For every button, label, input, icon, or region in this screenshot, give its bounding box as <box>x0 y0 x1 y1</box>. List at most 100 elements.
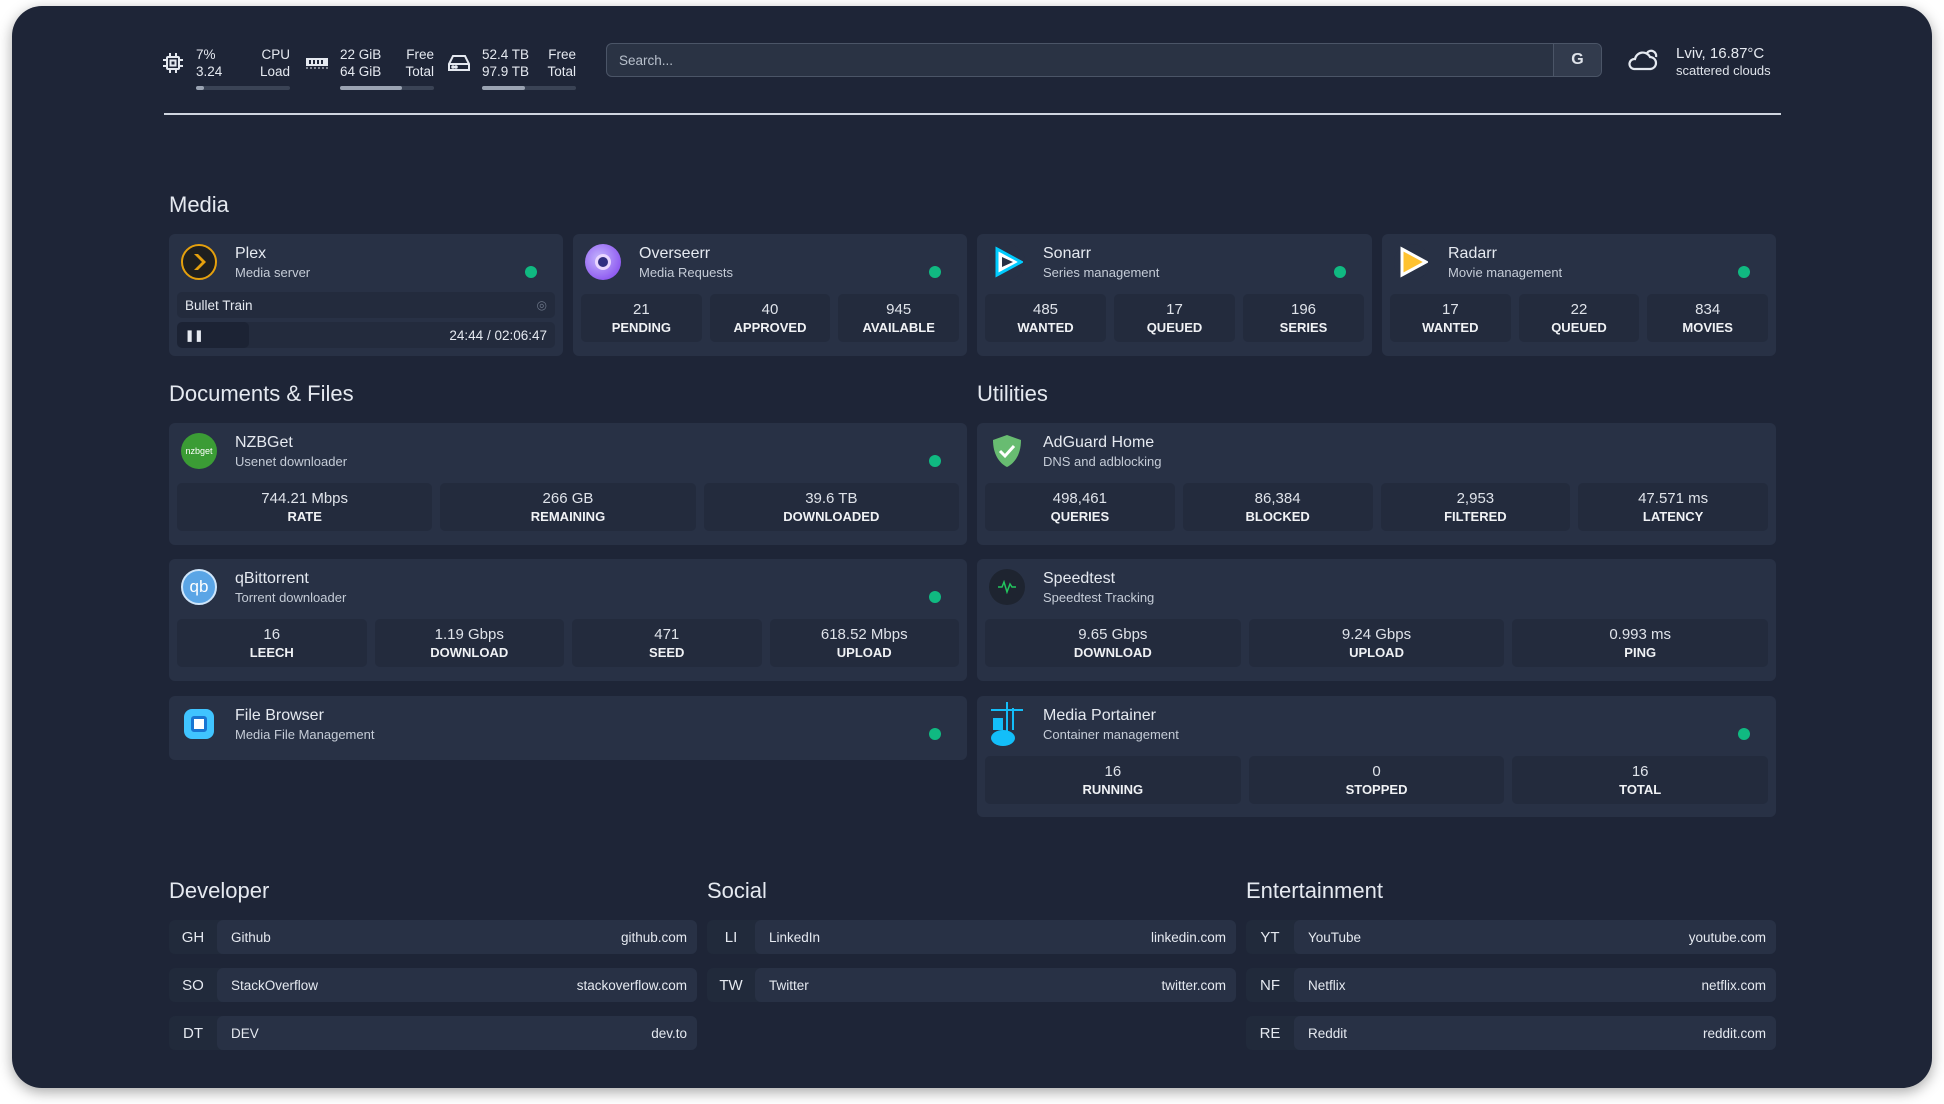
service-description: Media Requests <box>639 265 733 280</box>
playback-time: 24:44 / 02:06:47 <box>449 327 547 343</box>
bookmark-url: youtube.com <box>1688 929 1766 945</box>
stat-blocked: 86,384 BLOCKED <box>1182 483 1373 531</box>
weather-location-temp: Lviv, 16.87°C <box>1676 45 1765 62</box>
cpu-percent: 7% <box>196 47 216 62</box>
stat-value: 196 <box>1290 300 1317 318</box>
stat-label: REMAINING <box>530 508 606 524</box>
cpu-icon <box>160 50 186 76</box>
search-input[interactable] <box>607 52 1553 68</box>
weather-condition: scattered clouds <box>1676 63 1771 78</box>
pause-icon[interactable]: ❚❚ <box>185 329 204 342</box>
radarr-logo-icon <box>1394 244 1448 280</box>
stat-label: DOWNLOAD <box>1073 644 1152 660</box>
bookmark-url: twitter.com <box>1161 977 1226 993</box>
bookmark-netflix[interactable]: NF Netflix netflix.com <box>1246 968 1776 1002</box>
stat-remaining: 266 GB REMAINING <box>440 483 696 531</box>
bookmarks-developer: GH Github github.com SO StackOverflow stackov… <box>169 920 697 1050</box>
stat-approved: 40 APPROVED <box>709 294 831 342</box>
cpu-label: CPU <box>261 47 290 62</box>
nzbget-logo-icon: nzbget <box>181 433 235 469</box>
memory-total: 64 GiB <box>340 64 382 79</box>
service-stats: 16 RUNNING 0 STOPPED 16 TOTAL <box>985 756 1769 804</box>
status-indicator <box>929 455 941 467</box>
total-label: Total <box>547 64 576 79</box>
bookmark-name: Github <box>231 929 271 945</box>
service-description: Speedtest Tracking <box>1043 590 1155 605</box>
bookmark-url: reddit.com <box>1702 1025 1766 1041</box>
service-card-overseerr[interactable]: Overseerr Media Requests 21 PENDING 40 APPROV… <box>573 234 967 356</box>
service-card-radarr[interactable]: Radarr Movie management 17 WANTED 22 QUEUED 83… <box>1382 234 1776 356</box>
overseerr-logo-icon <box>585 244 639 280</box>
service-card-sonarr[interactable]: Sonarr Series management 485 WANTED 17 QUEUED… <box>977 234 1372 356</box>
stat-label: QUERIES <box>1050 508 1110 524</box>
bookmark-twitter[interactable]: TW Twitter twitter.com <box>707 968 1236 1002</box>
service-description: Torrent downloader <box>235 590 347 605</box>
service-card-portainer[interactable]: Media Portainer Container management 16 RUN… <box>977 696 1776 817</box>
stat-value: 47.571 ms <box>1638 489 1709 507</box>
portainer-logo-icon <box>989 702 1043 746</box>
stat-label: TOTAL <box>1619 781 1662 797</box>
stat-label: UPLOAD <box>836 644 892 660</box>
service-stats: 9.65 Gbps DOWNLOAD 9.24 Gbps UPLOAD 0.993 ms… <box>985 619 1769 667</box>
stat-queued: 17 QUEUED <box>1114 294 1235 342</box>
stat-label: PING <box>1624 644 1657 660</box>
disk-icon <box>446 50 472 76</box>
memory-free: 22 GiB <box>340 47 382 62</box>
bookmark-url: stackoverflow.com <box>576 977 687 993</box>
bookmark-abbr: RE <box>1259 1024 1281 1042</box>
stat-label: UPLOAD <box>1349 644 1404 660</box>
stat-value: 9.24 Gbps <box>1341 625 1412 643</box>
service-card-speedtest[interactable]: Speedtest Speedtest Tracking 9.65 Gbps DOWN… <box>977 559 1776 681</box>
bookmark-reddit[interactable]: RE Reddit reddit.com <box>1246 1016 1776 1050</box>
service-name: Plex <box>235 245 267 262</box>
stat-value: 0.993 ms <box>1609 625 1672 643</box>
stat-wanted: 17 WANTED <box>1390 294 1511 342</box>
bookmark-youtube[interactable]: YT YouTube youtube.com <box>1246 920 1776 954</box>
section-title-utilities: Utilities <box>977 381 1048 406</box>
stat-series: 196 SERIES <box>1243 294 1364 342</box>
disk-total: 97.9 TB <box>482 64 530 79</box>
free-label: Free <box>548 47 576 62</box>
stat-seed: 471 SEED <box>572 619 762 667</box>
stat-value: 40 <box>761 300 779 318</box>
stat-wanted: 485 WANTED <box>985 294 1106 342</box>
search-provider-button[interactable]: G <box>1553 44 1601 76</box>
status-indicator <box>929 728 941 740</box>
service-description: Container management <box>1043 727 1179 742</box>
disk-usage-bar <box>482 86 576 90</box>
bookmark-stackoverflow[interactable]: SO StackOverflow stackoverflow.com <box>169 968 697 1002</box>
cpu-widget: 7% CPU 3.24 Load <box>160 46 290 90</box>
service-card-adguard[interactable]: AdGuard Home DNS and adblocking 498,461 QUE… <box>977 423 1776 545</box>
stat-label: RUNNING <box>1082 781 1144 797</box>
stat-label: PENDING <box>611 319 671 335</box>
stat-running: 16 RUNNING <box>985 756 1241 804</box>
bookmark-url: netflix.com <box>1701 977 1766 993</box>
section-title-social: Social <box>707 878 767 903</box>
free-label: Free <box>406 47 434 62</box>
bookmark-dev[interactable]: DT DEV dev.to <box>169 1016 697 1050</box>
service-stats: 16 LEECH 1.19 Gbps DOWNLOAD 471 SEED 618.52 Mb… <box>177 619 959 667</box>
service-card-plex[interactable]: Plex Media server Bullet Train ◎ ❚❚ 24:44 /… <box>169 234 563 356</box>
stat-value: 0 <box>1372 762 1381 780</box>
stat-movies: 834 MOVIES <box>1647 294 1769 342</box>
service-description: Series management <box>1043 265 1160 280</box>
service-card-nzbget[interactable]: nzbget NZBGet Usenet downloader 744.21 Mbps… <box>169 423 967 545</box>
stat-label: APPROVED <box>733 319 807 335</box>
bookmark-github[interactable]: GH Github github.com <box>169 920 697 954</box>
memory-usage-bar <box>340 86 434 90</box>
bookmark-url: linkedin.com <box>1150 929 1226 945</box>
stat-label: FILTERED <box>1444 508 1507 524</box>
service-card-qbittorrent[interactable]: qb qBittorrent Torrent downloader 16 LEECH 1.… <box>169 559 967 681</box>
service-card-filebrowser[interactable]: File Browser Media File Management <box>169 696 967 760</box>
status-indicator <box>1738 728 1750 740</box>
stat-latency: 47.571 ms LATENCY <box>1578 483 1768 531</box>
bookmark-linkedin[interactable]: LI LinkedIn linkedin.com <box>707 920 1236 954</box>
stat-value: 618.52 Mbps <box>820 625 908 643</box>
disk-free: 52.4 TB <box>482 47 530 62</box>
stat-queries: 498,461 QUERIES <box>985 483 1175 531</box>
stat-downloaded: 39.6 TB DOWNLOADED <box>703 483 959 531</box>
bookmark-name: DEV <box>231 1025 259 1041</box>
stat-leech: 16 LEECH <box>177 619 367 667</box>
settings-icon[interactable]: ◎ <box>536 298 547 312</box>
stat-label: DOWNLOAD <box>430 644 509 660</box>
